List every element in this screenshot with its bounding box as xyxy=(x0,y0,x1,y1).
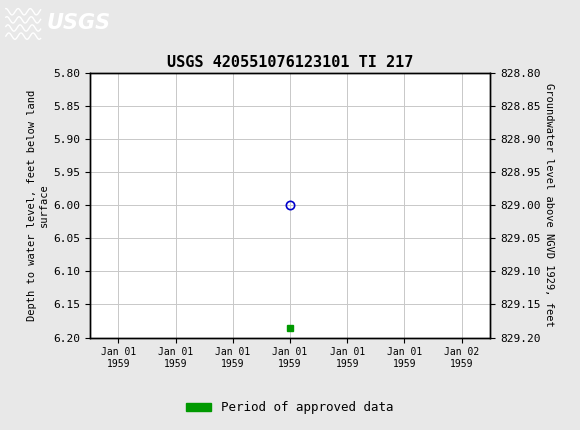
Text: USGS 420551076123101 TI 217: USGS 420551076123101 TI 217 xyxy=(167,55,413,70)
Legend: Period of approved data: Period of approved data xyxy=(181,396,399,419)
Y-axis label: Depth to water level, feet below land
surface: Depth to water level, feet below land su… xyxy=(27,90,49,321)
Text: USGS: USGS xyxy=(46,12,111,33)
Y-axis label: Groundwater level above NGVD 1929, feet: Groundwater level above NGVD 1929, feet xyxy=(545,83,554,327)
